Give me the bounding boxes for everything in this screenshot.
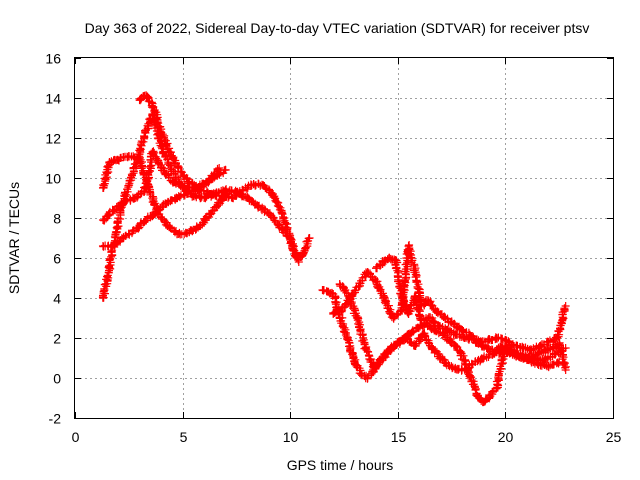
- x-tick-label: 25: [606, 429, 622, 445]
- y-axis-title: SDTVAR / TECUs: [6, 182, 22, 294]
- series-track-h: [329, 241, 570, 355]
- x-tick-label: 20: [498, 429, 514, 445]
- y-tick-label: 2: [53, 331, 61, 347]
- grid-layer: [75, 58, 613, 418]
- y-tick-label: 8: [53, 211, 61, 227]
- series-marker-trail: [372, 253, 570, 372]
- chart-title: Day 363 of 2022, Sidereal Day-to-day VTE…: [85, 20, 590, 36]
- y-tick-label: 14: [45, 91, 61, 107]
- x-tick-label: 15: [391, 429, 407, 445]
- x-tick-label: 10: [283, 429, 299, 445]
- x-axis-title: GPS time / hours: [287, 457, 394, 473]
- series-marker-trail: [136, 91, 303, 265]
- x-tick-label: 0: [72, 429, 80, 445]
- plot-frame: [74, 57, 614, 419]
- series-marker-trail: [335, 280, 563, 407]
- x-tick-label: 5: [180, 429, 188, 445]
- data-points: [98, 91, 570, 407]
- y-tick-label: 4: [53, 291, 61, 307]
- y-tick-label: -2: [49, 411, 62, 427]
- tick-layer: 0 5 10 15 20 25 -2 0 2 4 6 8 10 12 14 16: [45, 51, 621, 446]
- y-tick-label: 0: [53, 371, 61, 387]
- y-tick-label: 16: [45, 51, 61, 67]
- y-tick-label: 12: [45, 131, 61, 147]
- y-tick-label: 6: [53, 251, 61, 267]
- y-tick-label: 10: [45, 171, 61, 187]
- series-track-i: [372, 253, 570, 374]
- series-track-g: [335, 280, 564, 407]
- series-track-e: [135, 91, 303, 266]
- series-marker-trail: [329, 241, 569, 355]
